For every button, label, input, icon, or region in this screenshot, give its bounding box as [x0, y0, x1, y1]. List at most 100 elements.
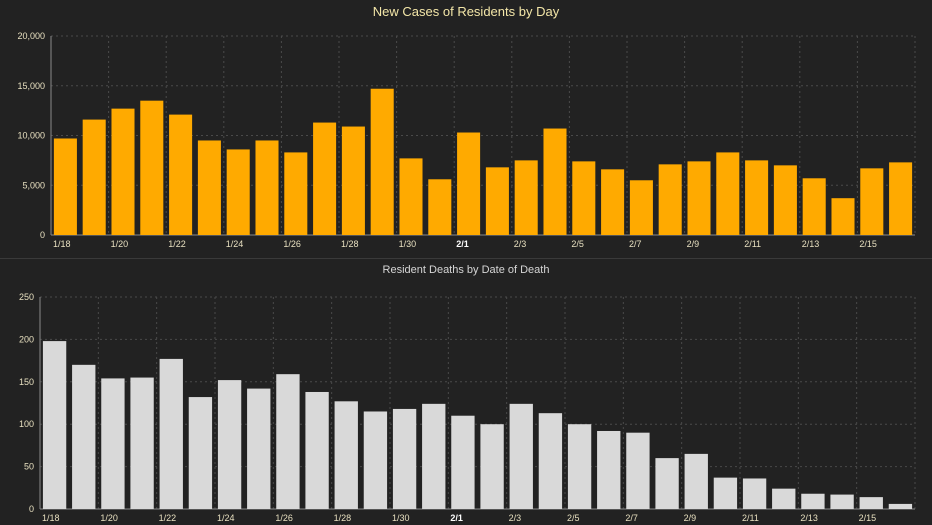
bar-2/8 — [655, 458, 679, 509]
x-tick-label: 1/28 — [341, 239, 359, 249]
y-tick-label: 5,000 — [22, 180, 45, 190]
bar-2/10 — [713, 477, 738, 509]
bar-2/7 — [626, 432, 650, 509]
x-tick-label: 2/3 — [509, 513, 522, 523]
y-tick-label: 50 — [24, 462, 34, 472]
deaths-chart-panel: Resident Deaths by Date of Death 0 50 100 1… — [0, 258, 932, 525]
bar-2/3 — [514, 160, 538, 235]
x-tick-label: 1/28 — [334, 513, 352, 523]
bar-2/14 — [830, 494, 854, 509]
x-tick-label: 1/24 — [217, 513, 235, 523]
x-tick-label: 2/5 — [571, 239, 584, 249]
y-tick-label: 250 — [19, 292, 34, 302]
bar-1/24 — [226, 149, 250, 235]
bar-1/22 — [169, 114, 193, 235]
x-tick-label: 2/11 — [744, 239, 761, 249]
y-tick-label: 200 — [19, 334, 34, 344]
bar-1/25 — [255, 140, 279, 235]
x-tick-label: 1/18 — [42, 513, 60, 523]
bar-1/29 — [370, 88, 394, 235]
bar-2/4 — [543, 128, 567, 235]
x-tick-label: 2/15 — [859, 239, 877, 249]
x-tick-label: 2/3 — [514, 239, 527, 249]
y-tick-label: 20,000 — [17, 31, 45, 41]
bar-1/24 — [217, 380, 242, 509]
deaths-chart: 0 50 100 150 200 250 1/18 1/20 1/22 1/24 1/26 1/28 1… — [19, 292, 916, 523]
bar-1/31 — [422, 403, 446, 509]
bar-2/5 — [567, 424, 592, 509]
bar-1/20 — [101, 378, 125, 509]
bar-1/26 — [276, 374, 300, 509]
bar-2/11 — [745, 160, 769, 235]
new-cases-chart-panel: New Cases of Residents by Day 0 5,000 10,0… — [0, 0, 932, 258]
bar-2/6 — [601, 169, 625, 235]
bar-2/13 — [801, 493, 825, 509]
chart-title: Resident Deaths by Date of Death — [382, 264, 550, 276]
bar-2/16 — [888, 503, 913, 509]
bar-1/20 — [111, 108, 135, 235]
bar-2/14 — [831, 198, 855, 235]
bar-2/2 — [485, 167, 509, 235]
bar-1/26 — [284, 152, 308, 235]
bar-1/18 — [53, 138, 77, 235]
bar-2/15 — [860, 168, 884, 235]
x-tick-label: 2/9 — [687, 239, 700, 249]
x-tick-label: 1/30 — [399, 239, 417, 249]
y-tick-label: 0 — [40, 230, 45, 240]
x-tick-label: 2/1 — [450, 513, 463, 523]
bar-2/9 — [684, 453, 708, 509]
bar-1/21 — [130, 377, 154, 509]
new-cases-chart: 0 5,000 10,000 15,000 20,000 1/18 1/20 1/22 1/24… — [17, 31, 916, 249]
bar-1/23 — [197, 140, 221, 235]
bar-1/30 — [392, 408, 417, 509]
bar-2/8 — [658, 164, 682, 235]
bar-2/3 — [509, 403, 533, 509]
bar-1/28 — [334, 401, 358, 509]
bar-2/12 — [773, 165, 797, 235]
x-tick-label: 2/15 — [859, 513, 877, 523]
bar-2/9 — [687, 161, 711, 235]
bar-2/11 — [742, 478, 767, 509]
x-tick-label: 1/18 — [53, 239, 71, 249]
y-tick-label: 10,000 — [17, 131, 45, 141]
bar-2/5 — [572, 161, 596, 235]
bar-2/15 — [859, 497, 883, 509]
x-tick-label: 2/13 — [800, 513, 818, 523]
bar-2/12 — [772, 488, 796, 509]
x-tick-label: 2/1 — [456, 239, 469, 249]
x-tick-label: 1/20 — [111, 239, 129, 249]
y-tick-label: 0 — [29, 504, 34, 514]
x-tick-label: 1/22 — [159, 513, 177, 523]
x-tick-label: 2/9 — [684, 513, 697, 523]
x-tick-label: 1/26 — [283, 239, 301, 249]
x-tick-label: 2/7 — [629, 239, 642, 249]
bar-2/2 — [480, 424, 504, 509]
bar-1/23 — [188, 397, 213, 509]
bar-1/19 — [72, 364, 96, 509]
bar-2/4 — [538, 413, 563, 509]
bar-2/13 — [802, 178, 826, 235]
bar-1/19 — [82, 119, 106, 235]
y-tick-label: 100 — [19, 419, 34, 429]
bar-1/29 — [363, 411, 388, 509]
x-tick-label: 1/30 — [392, 513, 410, 523]
bar-2/6 — [597, 430, 621, 509]
x-tick-label: 1/26 — [275, 513, 293, 523]
x-tick-label: 1/22 — [168, 239, 186, 249]
bar-1/27 — [305, 391, 329, 509]
x-tick-label: 1/20 — [100, 513, 118, 523]
bar-2/7 — [629, 180, 653, 235]
bar-2/1 — [451, 415, 475, 509]
x-tick-label: 2/5 — [567, 513, 580, 523]
bar-1/31 — [428, 179, 452, 235]
bar-1/22 — [159, 358, 183, 509]
bar-2/16 — [889, 162, 913, 235]
bar-1/27 — [313, 122, 337, 235]
x-tick-label: 2/11 — [742, 513, 759, 523]
bar-1/25 — [247, 388, 271, 509]
x-tick-label: 2/7 — [625, 513, 638, 523]
bar-2/1 — [457, 132, 481, 235]
x-tick-label: 1/24 — [226, 239, 244, 249]
y-tick-label: 15,000 — [17, 81, 45, 91]
x-tick-label: 2/13 — [802, 239, 820, 249]
